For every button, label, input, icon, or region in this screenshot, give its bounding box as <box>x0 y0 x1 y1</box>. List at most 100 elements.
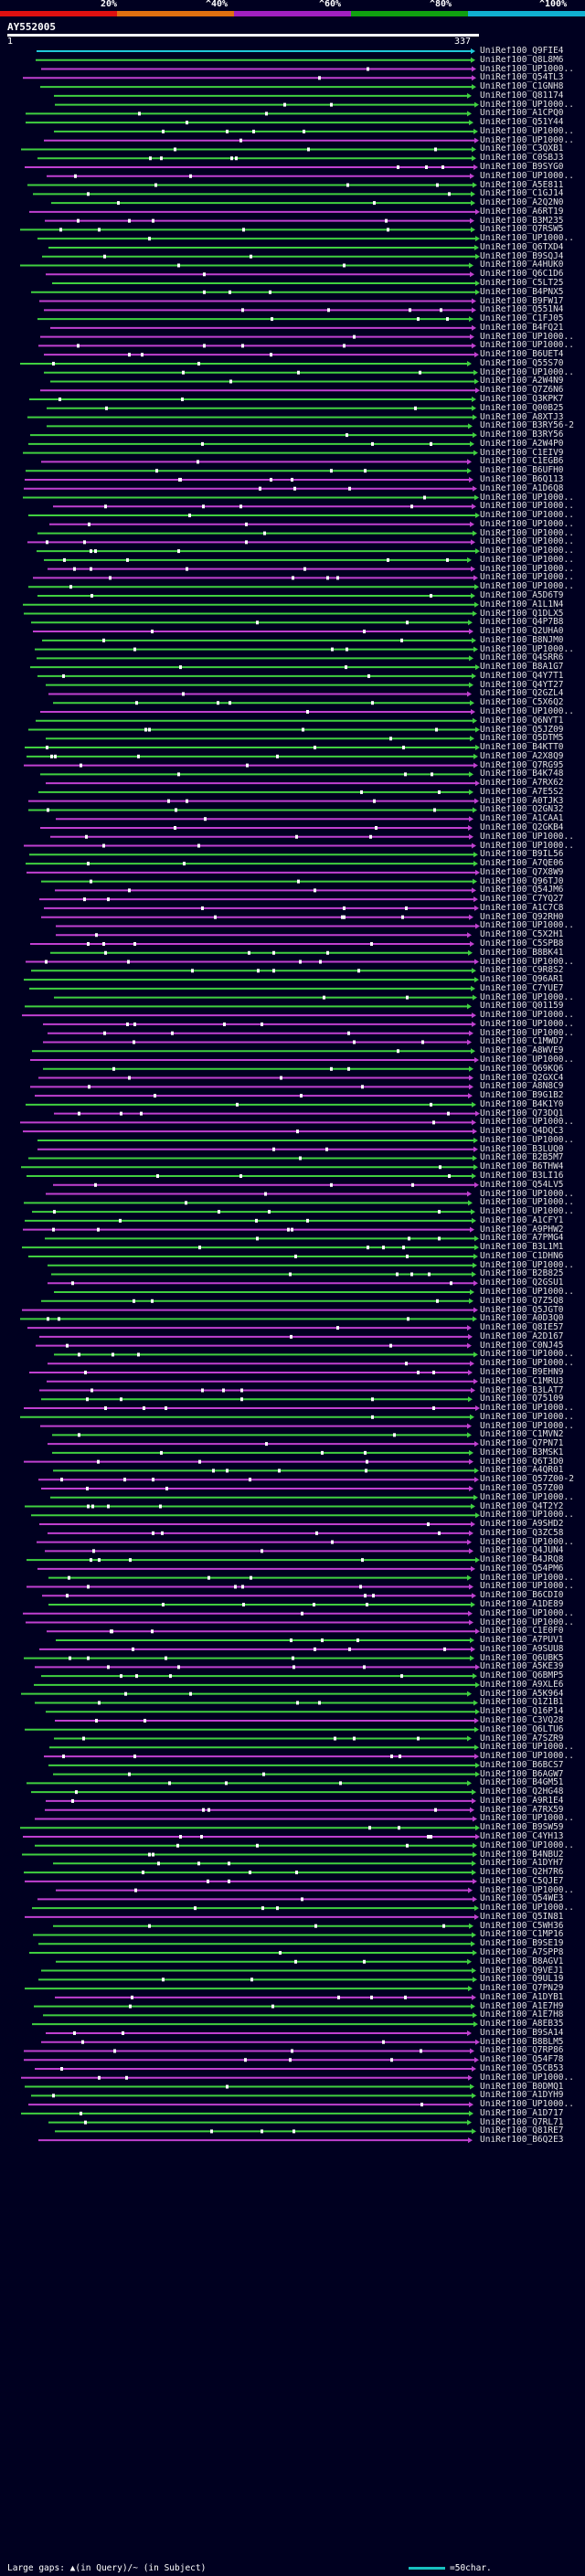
hit-label[interactable]: UniRef100_A1DYH9 <box>480 2091 564 2101</box>
hit-label[interactable]: UniRef100_UP1000.. <box>480 528 574 538</box>
hit-label[interactable]: UniRef100_C0SBJ3 <box>480 154 564 164</box>
hit-label[interactable]: UniRef100_A1DE89 <box>480 1599 564 1609</box>
hit-label[interactable]: UniRef100_Q6T3D0 <box>480 1457 564 1467</box>
hit-label[interactable]: UniRef100_Q54PM6 <box>480 1564 564 1574</box>
hit-label[interactable]: UniRef100_Q7Z5Q8 <box>480 1296 564 1306</box>
hit-label[interactable]: UniRef100_C1GJ14 <box>480 189 564 199</box>
hit-label[interactable]: UniRef100_C1MWD7 <box>480 1037 564 1047</box>
hit-label[interactable]: UniRef100_UP1000.. <box>480 511 574 521</box>
hit-label[interactable]: UniRef100_UP1000.. <box>480 992 574 1002</box>
hit-label[interactable]: UniRef100_UP1000.. <box>480 2100 574 2110</box>
hit-label[interactable]: UniRef100_A5E811 <box>480 180 564 190</box>
hit-label[interactable]: UniRef100_UP1000.. <box>480 493 574 503</box>
hit-label[interactable]: UniRef100_Q92RH0 <box>480 912 564 922</box>
hit-label[interactable]: UniRef100_UP1000.. <box>480 841 574 851</box>
hit-label[interactable]: UniRef100_B9SE19 <box>480 1939 564 1949</box>
hit-label[interactable]: UniRef100_A1CPQ0 <box>480 109 564 119</box>
hit-label[interactable]: UniRef100_A1C7C8 <box>480 903 564 913</box>
hit-label[interactable]: UniRef100_Q2HG48 <box>480 1787 564 1797</box>
hit-label[interactable]: UniRef100_A6RT19 <box>480 207 564 217</box>
hit-label[interactable]: UniRef100_Q551N4 <box>480 305 564 315</box>
hit-label[interactable]: UniRef100_A9PHW2 <box>480 1224 564 1235</box>
hit-label[interactable]: UniRef100_B0DMQ1 <box>480 2082 564 2092</box>
hit-label[interactable]: UniRef100_Q2GN32 <box>480 805 564 815</box>
hit-label[interactable]: UniRef100_Q5DTM5 <box>480 734 564 744</box>
hit-label[interactable]: UniRef100_B3M235 <box>480 216 564 226</box>
hit-label[interactable]: UniRef100_Q2UHA0 <box>480 627 564 637</box>
hit-label[interactable]: UniRef100_Q5CB53 <box>480 2064 564 2074</box>
hit-label[interactable]: UniRef100_UP1000.. <box>480 537 574 547</box>
hit-label[interactable]: UniRef100_Q2GKB4 <box>480 822 564 832</box>
hit-label[interactable]: UniRef100_A8N8C9 <box>480 1082 564 1092</box>
hit-label[interactable]: UniRef100_B3RY56-2 <box>480 421 574 431</box>
hit-label[interactable]: UniRef100_Q6UBK5 <box>480 1653 564 1663</box>
hit-label[interactable]: UniRef100_Q75109 <box>480 1394 564 1405</box>
hit-label[interactable]: UniRef100_A7QE06 <box>480 859 564 869</box>
hit-label[interactable]: UniRef100_UP1000.. <box>480 1359 574 1369</box>
hit-label[interactable]: UniRef100_UP1000.. <box>480 1207 574 1217</box>
hit-label[interactable]: UniRef100_Q1DLX5 <box>480 609 564 619</box>
hit-label[interactable]: UniRef100_C1MP16 <box>480 1930 564 1940</box>
hit-label[interactable]: UniRef100_B4PNX5 <box>480 287 564 297</box>
hit-label[interactable]: UniRef100_B9EHN9 <box>480 1367 564 1377</box>
hit-label[interactable]: UniRef100_C1DHN6 <box>480 1251 564 1261</box>
hit-label[interactable]: UniRef100_Q6LTU6 <box>480 1724 564 1734</box>
hit-label[interactable]: UniRef100_UP1000.. <box>480 1055 574 1065</box>
hit-label[interactable]: UniRef100_Q7Z6N6 <box>480 386 564 396</box>
hit-label[interactable]: UniRef100_UP1000.. <box>480 706 574 716</box>
hit-label[interactable]: UniRef100_UP1000.. <box>480 126 574 136</box>
hit-label[interactable]: UniRef100_UP1000.. <box>480 1011 574 1021</box>
hit-label[interactable]: UniRef100_B2B825 <box>480 1269 564 1279</box>
hit-label[interactable]: UniRef100_A7PUV1 <box>480 1636 564 1646</box>
hit-label[interactable]: UniRef100_Q01159 <box>480 1002 564 1012</box>
hit-label[interactable]: UniRef100_A2D167 <box>480 1331 564 1341</box>
hit-label[interactable]: UniRef100_B9SW59 <box>480 1823 564 1833</box>
hit-label[interactable]: UniRef100_UP1000.. <box>480 1198 574 1208</box>
hit-label[interactable]: UniRef100_UP1000.. <box>480 1421 574 1431</box>
hit-label[interactable]: UniRef100_A2Q2N0 <box>480 198 564 208</box>
hit-label[interactable]: UniRef100_A1CAA1 <box>480 814 564 824</box>
hit-label[interactable]: UniRef100_Q4YT27 <box>480 680 564 690</box>
hit-label[interactable]: UniRef100_C3VQ28 <box>480 1715 564 1725</box>
hit-label[interactable]: UniRef100_Q7X8W9 <box>480 867 564 877</box>
hit-label[interactable]: UniRef100_A9SUU8 <box>480 1644 564 1654</box>
hit-label[interactable]: UniRef100_A9SHD2 <box>480 1520 564 1530</box>
hit-label[interactable]: UniRef100_B4KTT0 <box>480 743 564 753</box>
hit-label[interactable]: UniRef100_UP1000.. <box>480 1608 574 1618</box>
hit-label[interactable]: UniRef100_Q3ZC58 <box>480 1528 564 1538</box>
hit-label[interactable]: UniRef100_Q7RSW5 <box>480 225 564 235</box>
hit-label[interactable]: UniRef100_UP1000.. <box>480 1288 574 1298</box>
hit-label[interactable]: UniRef100_B6THW4 <box>480 1162 564 1172</box>
hit-label[interactable]: UniRef100_UP1000.. <box>480 1019 574 1029</box>
hit-label[interactable]: UniRef100_Q51Y44 <box>480 118 564 128</box>
hit-label[interactable]: UniRef100_Q57Z00-2 <box>480 1475 574 1485</box>
hit-label[interactable]: UniRef100_UP1000.. <box>480 1118 574 1128</box>
hit-label[interactable]: UniRef100_C5X2H1 <box>480 930 564 940</box>
hit-label[interactable]: UniRef100_B4GM51 <box>480 1778 564 1788</box>
hit-label[interactable]: UniRef100_A4HUK0 <box>480 260 564 270</box>
hit-label[interactable]: UniRef100_A4QR01 <box>480 1466 564 1476</box>
hit-label[interactable]: UniRef100_Q9UL19 <box>480 1975 564 1985</box>
hit-label[interactable]: UniRef100_UP1000.. <box>480 100 574 110</box>
hit-label[interactable]: UniRef100_Q6BMP5 <box>480 1671 564 1681</box>
hit-label[interactable]: UniRef100_B3L1M1 <box>480 1243 564 1253</box>
hit-label[interactable]: UniRef100_B6UET4 <box>480 350 564 360</box>
hit-label[interactable]: UniRef100_Q81174 <box>480 90 564 101</box>
hit-label[interactable]: UniRef100_Q8IE57 <box>480 1323 564 1333</box>
hit-label[interactable]: UniRef100_B9SQJ4 <box>480 251 564 261</box>
hit-label[interactable]: UniRef100_UP1000.. <box>480 1752 574 1762</box>
hit-label[interactable]: UniRef100_Q69KQ6 <box>480 1064 564 1074</box>
hit-label[interactable]: UniRef100_UP1000.. <box>480 1903 574 1913</box>
hit-label[interactable]: UniRef100_A0D3Q0 <box>480 1314 564 1324</box>
hit-label[interactable]: UniRef100_A1E7H9 <box>480 2001 564 2011</box>
hit-label[interactable]: UniRef100_Q6TXD4 <box>480 242 564 252</box>
hit-label[interactable]: UniRef100_A2W4P0 <box>480 439 564 449</box>
hit-label[interactable]: UniRef100_C5X6Q2 <box>480 698 564 708</box>
hit-label[interactable]: UniRef100_UP1000.. <box>480 564 574 574</box>
hit-label[interactable]: UniRef100_UP1000.. <box>480 644 574 654</box>
hit-label[interactable]: UniRef100_B6Q2E3 <box>480 2136 564 2146</box>
hit-label[interactable]: UniRef100_A2X8Q9 <box>480 751 564 761</box>
hit-label[interactable]: UniRef100_Q4P7B8 <box>480 618 564 628</box>
hit-label[interactable]: UniRef100_Q4SRR6 <box>480 653 564 663</box>
hit-label[interactable]: UniRef100_Q4DQC3 <box>480 1127 564 1137</box>
